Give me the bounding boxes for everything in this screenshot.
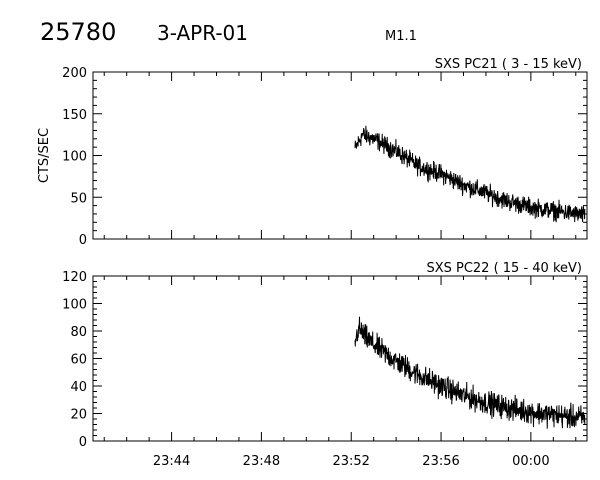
panel-title: SXS PC22 ( 15 - 40 keV) xyxy=(426,261,582,276)
y-tick-label: 200 xyxy=(62,66,87,81)
count-rate-line xyxy=(354,125,586,223)
observation-date: 3-APR-01 xyxy=(157,21,248,45)
panel-title: SXS PC21 ( 3 - 15 keV) xyxy=(435,57,582,72)
plot-frame xyxy=(92,71,588,240)
y-tick-label: 80 xyxy=(70,325,87,340)
panel-pc21: SXS PC21 ( 3 - 15 keV) CTS/SEC 0 50 100 150 20… xyxy=(37,57,588,248)
y-tick-label: 120 xyxy=(62,270,87,285)
count-rate-line xyxy=(354,316,586,429)
x-tick-label: 23:52 xyxy=(332,454,369,469)
y-tick-label: 40 xyxy=(70,380,87,395)
panel-pc22: SXS PC22 ( 15 - 40 keV) 0 20 40 60 80 100 120 23… xyxy=(62,261,588,469)
x-tick-label: 23:48 xyxy=(243,454,280,469)
x-tick-label: 23:56 xyxy=(422,454,459,469)
y-tick-label: 60 xyxy=(70,353,87,368)
flare-class: M1.1 xyxy=(385,29,417,44)
y-axis-label: CTS/SEC xyxy=(37,128,52,183)
y-tick-label: 50 xyxy=(70,191,87,206)
y-tick-label: 150 xyxy=(62,108,87,123)
x-tick-label: 00:00 xyxy=(512,454,549,469)
x-tick-label: 23:44 xyxy=(153,454,190,469)
orbit-number: 25780 xyxy=(40,18,116,46)
y-tick-label: 100 xyxy=(62,298,87,313)
y-tick-label: 0 xyxy=(79,435,87,450)
y-tick-label: 100 xyxy=(62,150,87,165)
y-tick-label: 20 xyxy=(70,408,87,423)
y-tick-label: 0 xyxy=(79,233,87,248)
